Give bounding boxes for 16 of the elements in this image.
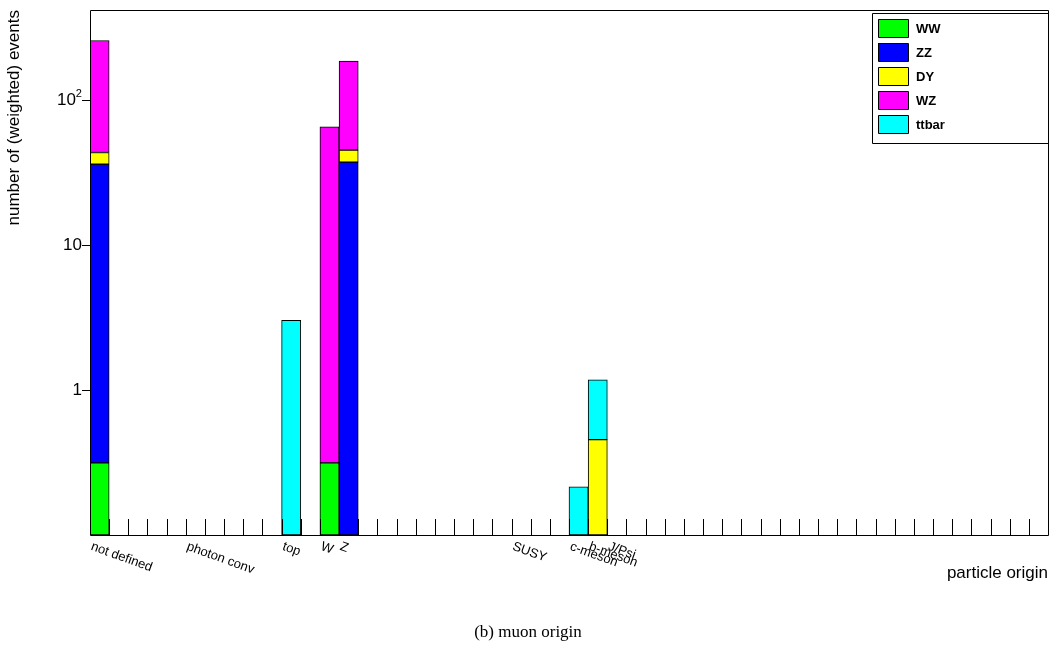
x-tick-label: W: [319, 538, 337, 557]
x-tick-label: SUSY: [510, 538, 550, 565]
y-tick-label: 10: [63, 234, 82, 254]
x-tick-label: Z: [338, 538, 351, 556]
legend-label: WZ: [916, 92, 937, 108]
y-axis-title: number of (weighted) events: [3, 10, 23, 226]
y-tick-label: 1: [72, 379, 82, 399]
x-tick-label: top: [280, 538, 303, 559]
legend-label: WW: [916, 20, 942, 36]
x-tick-label: not defined: [89, 538, 155, 575]
x-axis-title: particle origin: [946, 563, 1048, 583]
x-tick-label: photon conv: [184, 538, 258, 577]
legend-label: ttbar: [916, 116, 945, 132]
text: (b) muon origin: [473, 622, 583, 642]
legend-label: DY: [916, 68, 935, 84]
legend-label: ZZ: [916, 44, 932, 60]
